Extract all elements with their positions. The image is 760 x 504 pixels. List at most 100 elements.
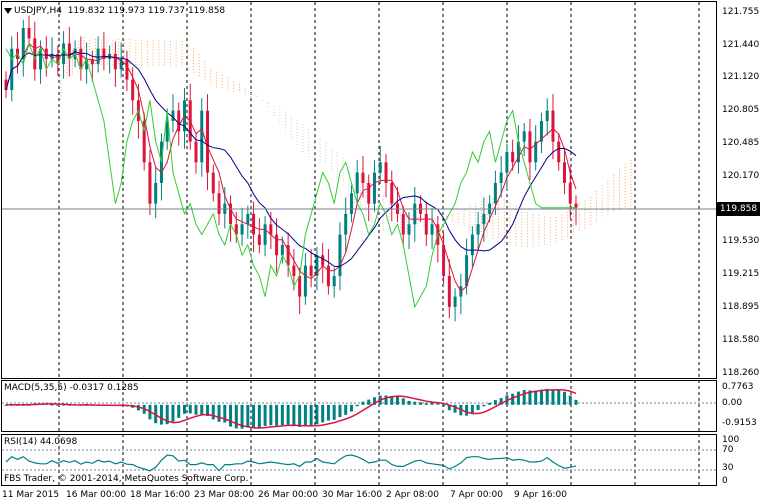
macd-bar bbox=[372, 397, 376, 405]
candle-body bbox=[361, 172, 365, 183]
macd-bar bbox=[384, 395, 388, 405]
candle-body bbox=[551, 110, 555, 142]
macd-bar bbox=[298, 404, 302, 427]
candle-body bbox=[493, 182, 497, 204]
candle-body bbox=[90, 58, 94, 65]
macd-bar bbox=[488, 402, 492, 405]
candle-body bbox=[321, 255, 325, 266]
macd-bar bbox=[223, 404, 227, 423]
candle-body bbox=[298, 275, 302, 297]
macd-bar bbox=[303, 404, 307, 427]
candle-body bbox=[522, 131, 526, 142]
candle-body bbox=[557, 141, 561, 163]
macd-bar bbox=[246, 404, 250, 428]
price-tick: 120.170 bbox=[722, 171, 760, 181]
macd-bar bbox=[188, 404, 192, 414]
candle-body bbox=[119, 58, 123, 70]
dropdown-icon[interactable] bbox=[4, 8, 12, 14]
candle-body bbox=[309, 265, 313, 276]
macd-bar bbox=[390, 396, 394, 405]
macd-bar bbox=[177, 404, 181, 418]
symbol-label: USDJPY,H4 bbox=[14, 6, 62, 16]
candle-body bbox=[200, 110, 204, 163]
candle-body bbox=[384, 162, 388, 183]
candle-body bbox=[102, 48, 106, 59]
candle-body bbox=[465, 255, 469, 287]
macd-bar bbox=[482, 404, 486, 407]
macd-bar bbox=[355, 404, 359, 407]
candle-body bbox=[206, 110, 210, 173]
macd-bar bbox=[465, 404, 469, 416]
time-tick: 9 Apr 16:00 bbox=[514, 490, 567, 500]
candle-body bbox=[303, 265, 307, 297]
candle-body bbox=[252, 213, 256, 235]
candle-body bbox=[516, 141, 520, 163]
macd-bar bbox=[50, 404, 54, 406]
candle-body bbox=[424, 213, 428, 235]
current-price-box: 119.858 bbox=[717, 202, 760, 216]
macd-bar bbox=[436, 403, 440, 405]
macd-signal-line bbox=[6, 389, 577, 429]
candle-body bbox=[413, 203, 417, 225]
candle-body bbox=[367, 182, 371, 204]
macd-bar bbox=[367, 399, 371, 405]
macd-bar bbox=[154, 404, 158, 424]
candle-body bbox=[511, 151, 515, 163]
macd-bar bbox=[309, 404, 313, 427]
macd-bar bbox=[326, 404, 330, 421]
time-tick: 18 Mar 16:00 bbox=[130, 490, 191, 500]
candle-body bbox=[27, 28, 31, 39]
candle-body bbox=[378, 162, 382, 173]
macd-bar bbox=[476, 404, 480, 411]
candle-body bbox=[62, 43, 66, 65]
candle-body bbox=[499, 172, 503, 183]
macd-bar bbox=[332, 404, 336, 420]
candle-body bbox=[338, 234, 342, 276]
macd-label: MACD(5,35,5) -0.0317 0.1285 bbox=[4, 383, 139, 393]
candle-body bbox=[430, 224, 434, 235]
macd-bar bbox=[401, 398, 405, 405]
candle-body bbox=[125, 58, 129, 80]
rsi-polyline bbox=[5, 454, 577, 472]
candle-body bbox=[234, 224, 238, 235]
candle-body bbox=[442, 244, 446, 276]
copyright-text: FBS Trader, © 2001-2014, MetaQuotes Soft… bbox=[4, 474, 249, 484]
macd-bar bbox=[499, 398, 503, 405]
price-tick: 121.120 bbox=[722, 72, 760, 82]
macd-tick: 0.7763 bbox=[722, 382, 754, 392]
macd-bar bbox=[545, 388, 549, 405]
macd-bar bbox=[344, 404, 348, 415]
candlestick-series bbox=[4, 15, 578, 322]
rsi-label: RSI(14) 44.0698 bbox=[4, 437, 78, 447]
candle-body bbox=[326, 265, 330, 287]
candle-body bbox=[545, 110, 549, 121]
price-tick: 120.485 bbox=[722, 138, 760, 148]
candle-body bbox=[447, 275, 451, 307]
macd-bar bbox=[206, 404, 210, 416]
macd-bar bbox=[539, 389, 543, 405]
candle-body bbox=[292, 265, 296, 276]
rsi-tick: 70 bbox=[722, 445, 734, 455]
ohlc-values: 119.832 119.973 119.737 119.858 bbox=[67, 6, 226, 16]
candle-body bbox=[528, 131, 532, 163]
macd-bar bbox=[321, 404, 325, 423]
macd-bar bbox=[280, 404, 284, 426]
macd-bar bbox=[275, 404, 279, 426]
macd-bar bbox=[165, 404, 169, 425]
candle-body bbox=[344, 213, 348, 235]
macd-bar bbox=[407, 400, 411, 405]
macd-bar bbox=[516, 391, 520, 405]
macd-bar bbox=[522, 390, 526, 405]
candle-body bbox=[269, 224, 273, 235]
candle-body bbox=[142, 120, 146, 163]
candle-body bbox=[476, 224, 480, 235]
candle-body bbox=[96, 48, 100, 65]
macd-tick: 0.00 bbox=[722, 398, 743, 408]
candle-body bbox=[154, 182, 158, 204]
price-tick: 120.805 bbox=[722, 105, 760, 115]
candle-body bbox=[280, 244, 284, 256]
macd-bar bbox=[470, 404, 474, 414]
candle-body bbox=[315, 255, 319, 276]
candle-body bbox=[534, 141, 538, 163]
